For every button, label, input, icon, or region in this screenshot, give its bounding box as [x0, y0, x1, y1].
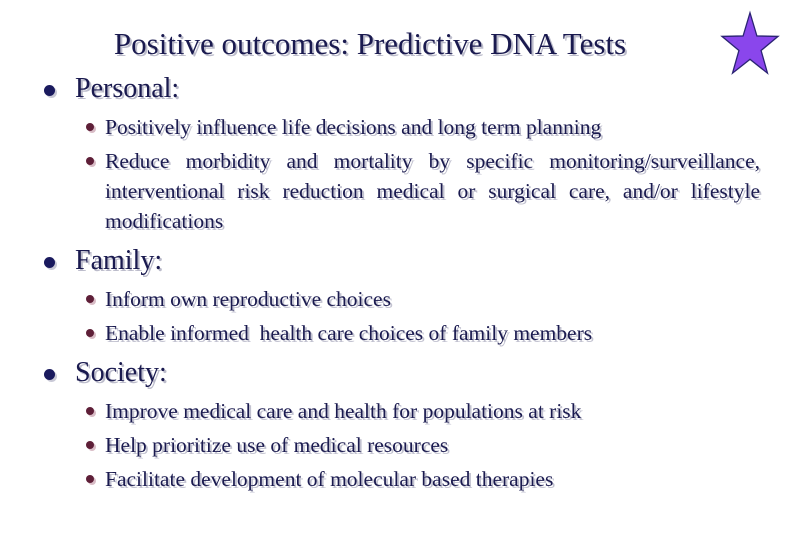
list-item-text: Improve medical care and health for popu…: [105, 399, 582, 423]
list-item-text: Inform own reproductive choices: [105, 287, 391, 311]
sub-bullet-icon: [86, 329, 94, 337]
list-item: Reduce morbidity and mortality by specif…: [0, 146, 810, 236]
list-item: Inform own reproductive choices: [0, 284, 810, 314]
sub-bullet-icon: [86, 475, 94, 483]
section-heading-family: Family:: [0, 244, 810, 278]
list-item-text: Reduce morbidity and mortality by specif…: [105, 149, 760, 233]
section-heading-label: Personal:: [75, 73, 180, 104]
sub-bullet-icon: [86, 157, 94, 165]
list-item: Help prioritize use of medical resources: [0, 430, 810, 460]
list-item: Facilitate development of molecular base…: [0, 464, 810, 494]
list-item: Positively influence life decisions and …: [0, 112, 810, 142]
bullet-icon: [44, 85, 55, 96]
sub-bullet-icon: [86, 441, 94, 449]
sub-bullet-icon: [86, 123, 94, 131]
list-item-text: Enable informed health care choices of f…: [105, 321, 593, 345]
section-heading-label: Society:: [75, 357, 167, 388]
list-item-text: Positively influence life decisions and …: [105, 115, 602, 139]
list-item: Improve medical care and health for popu…: [0, 396, 810, 426]
bullet-icon: [44, 369, 55, 380]
list-item-text: Facilitate development of molecular base…: [105, 467, 554, 491]
star-icon: [718, 10, 782, 80]
list-item-text: Help prioritize use of medical resources: [105, 433, 449, 457]
section-heading-personal: Personal:: [0, 72, 810, 106]
section-heading-society: Society:: [0, 356, 810, 390]
slide-title: Positive outcomes: Predictive DNA Tests: [113, 26, 627, 61]
bullet-icon: [44, 257, 55, 268]
sub-bullet-icon: [86, 407, 94, 415]
sub-bullet-icon: [86, 295, 94, 303]
section-heading-label: Family:: [75, 245, 163, 276]
list-item: Enable informed health care choices of f…: [0, 318, 810, 348]
